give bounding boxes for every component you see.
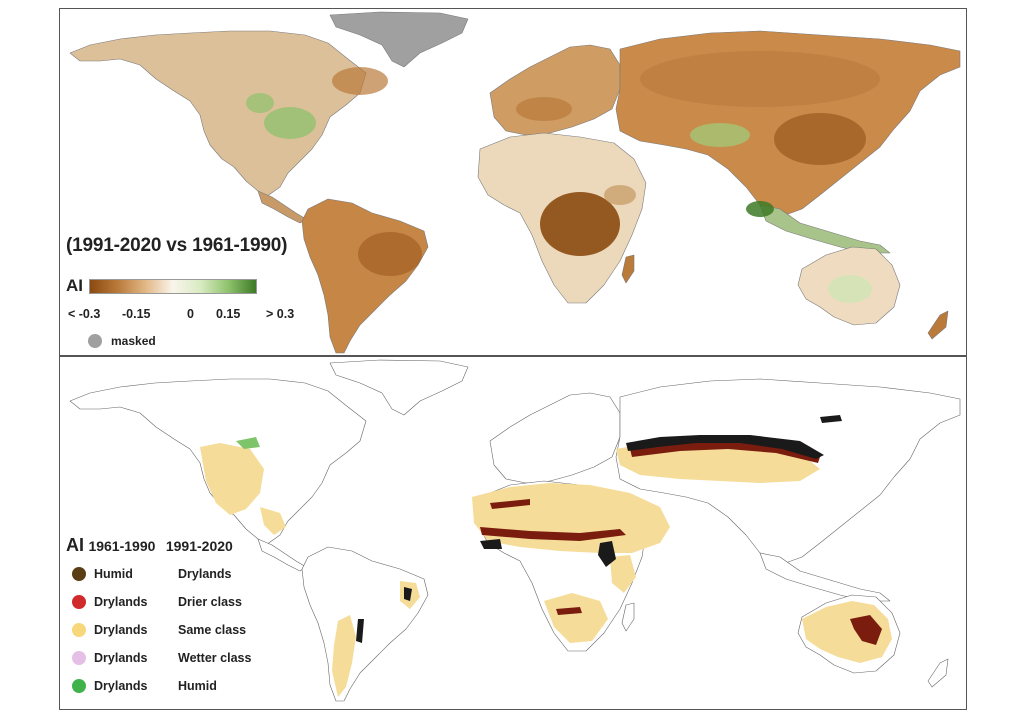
south-america-outline xyxy=(301,546,429,702)
humid-to-dry-siberia xyxy=(626,435,824,459)
humid-to-dry-andes xyxy=(356,619,364,643)
greenland-masked xyxy=(329,11,469,68)
new-zealand xyxy=(927,310,949,340)
legend-row-same-class: Drylands Same class xyxy=(66,621,296,641)
drier-sahel xyxy=(480,527,626,541)
drier-southern-africa xyxy=(556,607,582,615)
madagascar-outline xyxy=(621,602,635,632)
madagascar xyxy=(621,254,635,284)
masked-label: masked xyxy=(111,334,156,348)
north-america xyxy=(69,30,367,198)
class-1961-1990: Drylands xyxy=(94,679,148,693)
legend-swatch xyxy=(72,595,86,609)
drylands-sahara-arabia xyxy=(472,483,670,553)
class-1991-2020: Humid xyxy=(178,679,217,693)
legend-swatch xyxy=(72,623,86,637)
central-america xyxy=(257,190,307,224)
aridity-change-map-panel: (1991-2020 vs 1961-1990) AI < -0.3 -0.15… xyxy=(59,8,967,356)
class-1961-1990: Drylands xyxy=(94,651,148,665)
drier-north-africa xyxy=(490,499,530,509)
dryland-class-world-map xyxy=(69,359,961,702)
legend-swatch xyxy=(72,567,86,581)
legend-row-wetter-class: Drylands Wetter class xyxy=(66,649,296,669)
europe-outline xyxy=(489,392,621,484)
class-1991-2020: Drier class xyxy=(178,595,242,609)
legend-swatch xyxy=(72,651,86,665)
se-asia-islands-outline xyxy=(759,552,891,602)
class-1961-1990: Drylands xyxy=(94,595,148,609)
legend-row-drylands-to-humid: Drylands Humid xyxy=(66,677,296,697)
tick-label: -0.15 xyxy=(122,307,151,321)
class-1961-1990: Humid xyxy=(94,567,133,581)
tick-label: 0 xyxy=(187,307,194,321)
colorbar-ticks: < -0.3 -0.15 0 0.15 > 0.3 xyxy=(66,307,326,323)
ai-label: AI xyxy=(66,535,84,555)
drylands-east-africa xyxy=(610,555,636,593)
humid-to-dry-kamchatka xyxy=(820,415,842,423)
class-1961-1990: Drylands xyxy=(94,623,148,637)
dryland-class-legend: AI 1961-1990 1991-2020 Humid Drylands Dr… xyxy=(66,535,296,705)
dry-to-humid-canada xyxy=(236,437,260,449)
new-zealand-outline xyxy=(927,658,949,688)
humid-to-dry-west-africa xyxy=(480,539,502,549)
se-asia-islands xyxy=(759,204,891,254)
ai-label: AI xyxy=(66,276,83,295)
tick-label: > 0.3 xyxy=(266,307,295,321)
ai-colorbar-row: AI xyxy=(66,276,257,296)
dryland-class-change-map-panel: AI 1961-1990 1991-2020 Humid Drylands Dr… xyxy=(59,356,967,710)
class-1991-2020: Wetter class xyxy=(178,651,252,665)
class-1991-2020: Same class xyxy=(178,623,247,637)
south-america xyxy=(301,198,429,354)
ai-change-legend: (1991-2020 vs 1961-1990) AI < -0.3 -0.15… xyxy=(66,235,326,348)
europe xyxy=(489,44,621,136)
legend-row-drier-class: Drylands Drier class xyxy=(66,593,296,613)
drylands-southern-africa xyxy=(544,593,608,643)
period-1991-2020: 1991-2020 xyxy=(165,538,233,554)
drylands-south-america-west xyxy=(332,615,356,697)
class-1991-2020: Drylands xyxy=(178,567,232,581)
masked-swatch xyxy=(88,334,102,348)
ai-colorbar xyxy=(89,278,257,294)
aridity-change-world-map xyxy=(69,11,961,354)
period-1961-1990: 1961-1990 xyxy=(88,538,156,554)
map-title: (1991-2020 vs 1961-1990) xyxy=(66,235,288,256)
tick-label: 0.15 xyxy=(216,307,241,321)
drylands-western-north-america xyxy=(200,443,264,515)
drier-australia xyxy=(850,615,882,645)
legend-swatch xyxy=(72,679,86,693)
humid-to-dry-east-africa xyxy=(598,541,616,567)
legend-row-humid-to-drylands: Humid Drylands xyxy=(66,565,296,585)
greenland-outline xyxy=(329,359,469,416)
legend-header: AI 1961-1990 1991-2020 xyxy=(66,535,233,556)
masked-legend-item: masked xyxy=(88,334,156,348)
humid-to-dry-brazil xyxy=(404,587,412,601)
tick-label: < -0.3 xyxy=(68,307,101,321)
drylands-mexico xyxy=(260,507,286,535)
